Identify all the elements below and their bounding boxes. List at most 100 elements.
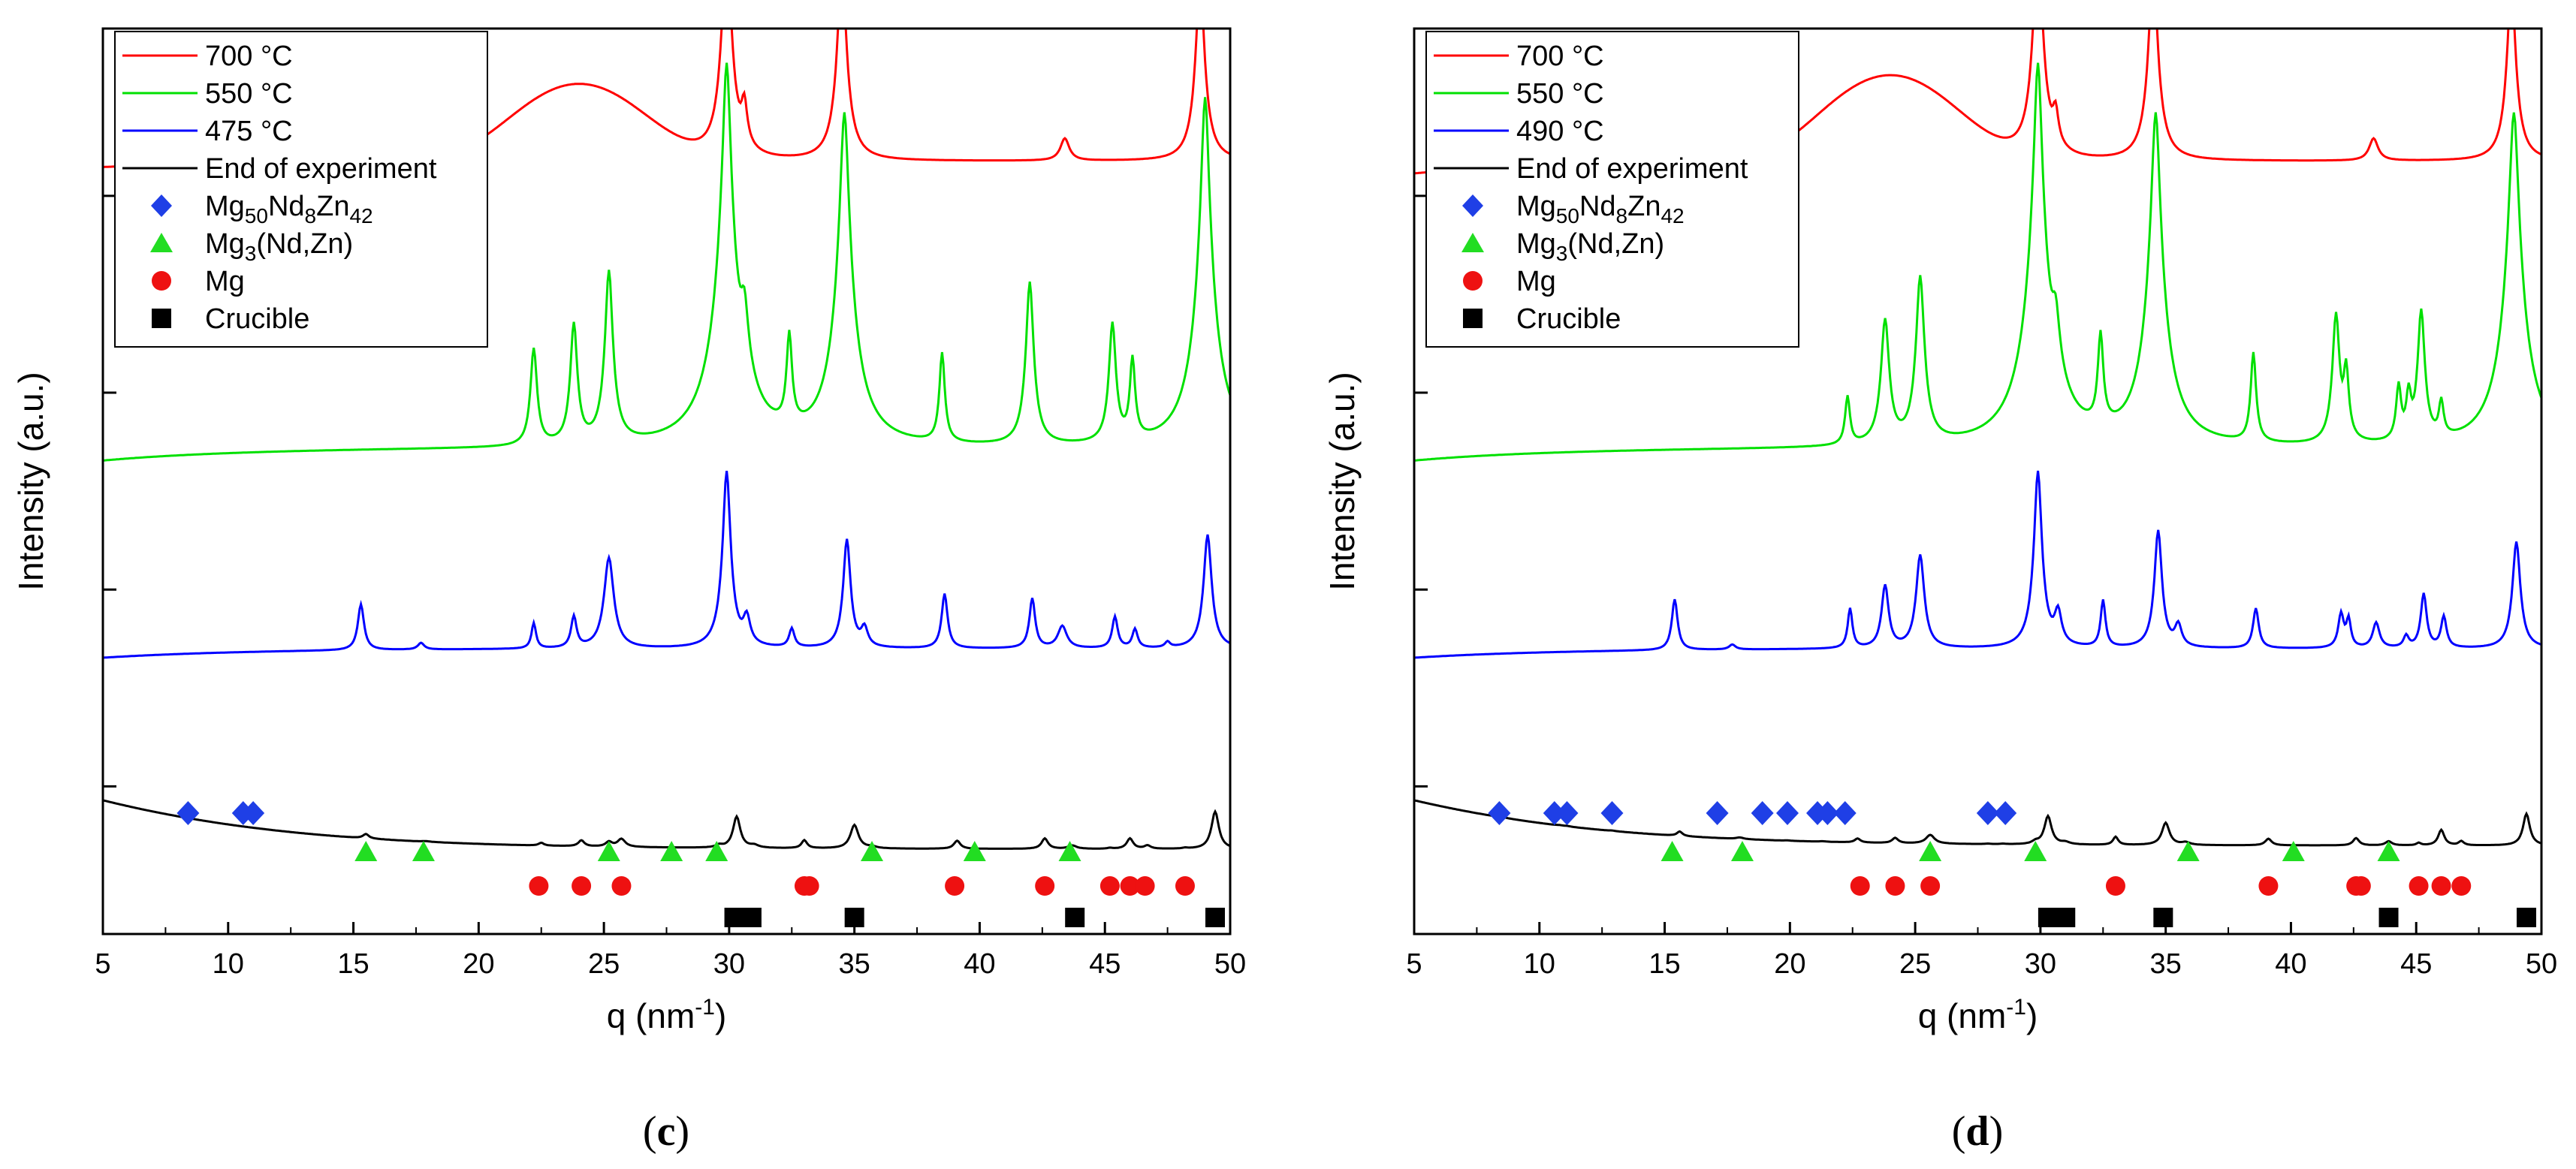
legend-square-swatch	[1463, 309, 1483, 328]
x-tick-label: 25	[1899, 948, 1931, 980]
x-tick-label: 35	[839, 948, 870, 980]
marker-circle	[572, 876, 592, 896]
marker-diamond	[176, 801, 200, 825]
legend: 700 °C 550 °C 475 °C End of experiment Mg50N…	[114, 31, 488, 348]
series-line-3	[1414, 470, 2541, 659]
marker-circle	[1135, 876, 1155, 896]
marker-triangle	[1919, 841, 1942, 861]
marker-triangle	[2282, 841, 2305, 861]
x-tick-label: 20	[1774, 948, 1805, 980]
marker-circle	[611, 876, 632, 896]
x-tick-label: 20	[463, 948, 494, 980]
legend-label: End of experiment	[205, 153, 437, 185]
legend-box	[1425, 31, 1799, 348]
panel-c: 5 10 15 20 25 30 35 40 45 50 q (nm-1) Intensity (a.…	[11, 27, 1246, 1155]
marker-triangle	[963, 841, 986, 861]
legend-label: Mg3(Nd,Zn)	[1516, 228, 1664, 265]
marker-diamond	[1706, 801, 1729, 825]
x-tick-label: 30	[713, 948, 745, 980]
x-tick-label: 10	[213, 948, 244, 980]
legend-label: 490 °C	[1516, 116, 1604, 147]
legend-box	[114, 31, 488, 348]
x-axis-title: q (nm-1)	[1918, 995, 2038, 1035]
marker-diamond	[242, 801, 265, 825]
y-axis-title: Intensity (a.u.)	[1323, 372, 1362, 590]
legend-label: 700 °C	[205, 41, 293, 72]
marker-circle	[2409, 876, 2429, 896]
marker-diamond	[1488, 801, 1511, 825]
legend-label: Mg3(Nd,Zn)	[205, 228, 353, 265]
marker-triangle	[660, 841, 683, 861]
legend-label: 475 °C	[205, 116, 293, 147]
x-tick-label: 10	[1524, 948, 1555, 980]
marker-triangle	[1058, 841, 1081, 861]
legend-label: Mg	[205, 266, 245, 297]
marker-triangle	[597, 841, 620, 861]
marker-square	[741, 908, 762, 927]
panel-label: (c)	[643, 1108, 689, 1155]
legend-triangle-swatch	[1461, 233, 1484, 252]
marker-circle	[1035, 876, 1055, 896]
marker-square	[1065, 908, 1085, 927]
marker-square	[2378, 908, 2399, 927]
marker-square	[2056, 908, 2076, 927]
marker-square	[724, 908, 744, 927]
x-axis-title: q (nm-1)	[607, 995, 727, 1035]
legend-diamond-swatch	[151, 194, 172, 217]
marker-diamond	[1816, 801, 1839, 825]
x-tick-label: 40	[964, 948, 995, 980]
legend-circle-swatch	[152, 271, 171, 291]
legend-diamond-swatch	[1462, 194, 1483, 217]
marker-circle	[799, 876, 819, 896]
x-tick-label: 45	[2400, 948, 2432, 980]
legend-label: 550 °C	[205, 78, 293, 110]
series-line-4	[1414, 799, 2541, 847]
marker-circle	[1175, 876, 1195, 896]
x-tick-label: 40	[2275, 948, 2306, 980]
x-tick-label: 5	[1406, 948, 1422, 980]
marker-circle	[2258, 876, 2279, 896]
legend-label: 550 °C	[1516, 78, 1604, 110]
marker-triangle	[412, 841, 435, 861]
legend-label: Mg50Nd8Zn42	[1516, 191, 1685, 227]
legend-label: Mg50Nd8Zn42	[205, 191, 373, 227]
x-tick-label: 45	[1089, 948, 1121, 980]
marker-triangle	[2377, 841, 2400, 861]
marker-diamond	[1751, 801, 1774, 825]
x-tick-label: 30	[2025, 948, 2056, 980]
marker-triangle	[2024, 841, 2047, 861]
legend-circle-swatch	[1463, 271, 1483, 291]
marker-circle	[2351, 876, 2371, 896]
legend: 700 °C 550 °C 490 °C End of experiment Mg50N…	[1425, 31, 1799, 348]
legend-label: Mg	[1516, 266, 1556, 297]
marker-diamond	[1994, 801, 2017, 825]
series-line-4	[103, 799, 1230, 850]
marker-circle	[1099, 876, 1120, 896]
legend-square-swatch	[152, 309, 171, 328]
x-tick-label: 35	[2150, 948, 2182, 980]
marker-circle	[1920, 876, 1941, 896]
marker-diamond	[1543, 801, 1566, 825]
marker-circle	[2431, 876, 2451, 896]
marker-diamond	[1600, 801, 1624, 825]
panel-d: 5 10 15 20 25 30 35 40 45 50 q (nm-1) Intensity (a.…	[1323, 27, 2557, 1155]
marker-square	[2516, 908, 2536, 927]
marker-triangle	[354, 841, 378, 861]
y-axis-title: Intensity (a.u.)	[11, 372, 50, 590]
marker-circle	[1885, 876, 1905, 896]
legend-label: Crucible	[1516, 303, 1621, 335]
x-tick-label: 15	[337, 948, 369, 980]
marker-triangle	[2176, 841, 2200, 861]
marker-circle	[2105, 876, 2125, 896]
series-line-3	[103, 470, 1230, 659]
marker-triangle	[861, 841, 884, 861]
series-line-2	[1414, 62, 2541, 462]
x-tick-label: 15	[1648, 948, 1680, 980]
marker-triangle	[1730, 841, 1754, 861]
legend-label: End of experiment	[1516, 153, 1748, 185]
marker-circle	[945, 876, 965, 896]
marker-diamond	[1976, 801, 1999, 825]
marker-square	[1205, 908, 1225, 927]
